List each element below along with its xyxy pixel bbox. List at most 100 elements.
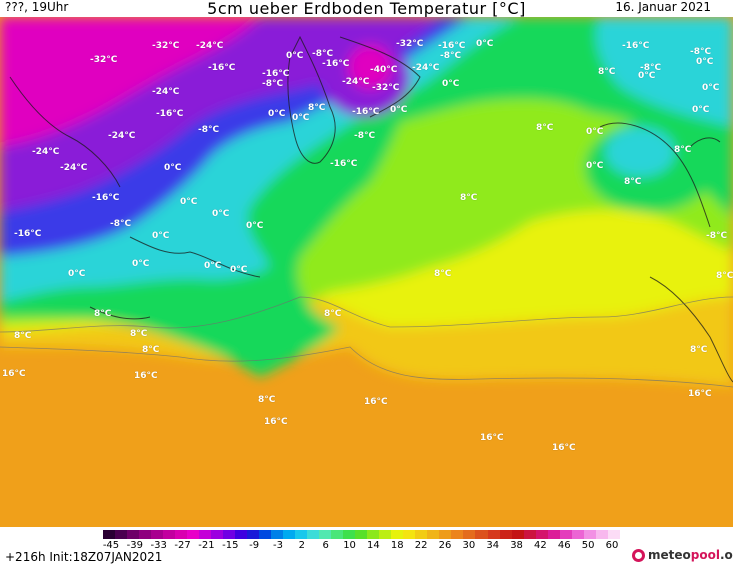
coastlines xyxy=(9,35,733,383)
colorbar-segment xyxy=(271,530,284,539)
run-info: +216h Init:18Z07JAN2021 xyxy=(5,550,163,564)
temperature-label: 0°C xyxy=(696,57,714,67)
temperature-label: 8°C xyxy=(434,269,452,279)
colorbar-ticks: -45 -39 -33 -27 -21 -15 -9 -3 2 6 10 14 18 22 26 30 34 38… xyxy=(103,540,620,552)
colorbar-tick-label: -27 xyxy=(174,540,191,551)
header-date: 16. Januar 2021 xyxy=(615,0,711,14)
colorbar-segment xyxy=(307,530,320,539)
temperature-label: -16°C xyxy=(322,59,350,69)
temperature-label: 8°C xyxy=(674,145,692,155)
isotherms xyxy=(0,296,733,388)
colorbar-segment xyxy=(439,530,452,539)
colorbar-segment xyxy=(391,530,404,539)
temperature-label: 0°C xyxy=(180,197,198,207)
colorbar-segment xyxy=(607,530,620,539)
temperature-label: -32°C xyxy=(396,39,424,49)
temperature-label: -8°C xyxy=(198,125,220,135)
colorbar-segment xyxy=(547,530,560,539)
colorbar-segment xyxy=(115,530,128,539)
temperature-label: -16°C xyxy=(262,69,290,79)
temperature-label: 0°C xyxy=(230,265,248,275)
temperature-label: 0°C xyxy=(390,105,408,115)
temperature-label: 16°C xyxy=(552,443,576,453)
temperature-label: 0°C xyxy=(476,39,494,49)
temperature-label: -8°C xyxy=(440,51,462,61)
temperature-label: 8°C xyxy=(94,309,112,319)
temperature-label: 8°C xyxy=(142,345,160,355)
temperature-label: 8°C xyxy=(690,345,708,355)
colorbar-segment xyxy=(355,530,368,539)
temperature-label: -8°C xyxy=(354,131,376,141)
colorbar-segment xyxy=(235,530,248,539)
meteopool-logo[interactable]: meteopool.org xyxy=(632,547,733,563)
temperature-label: -8°C xyxy=(312,49,334,59)
temperature-label: -8°C xyxy=(706,231,728,241)
colorbar-segment xyxy=(475,530,488,539)
temperature-label: 0°C xyxy=(586,127,604,137)
colorbar-segment xyxy=(367,530,380,539)
colorbar-segment xyxy=(223,530,236,539)
temperature-label: 0°C xyxy=(246,221,264,231)
temperature-label: 0°C xyxy=(204,261,222,271)
colorbar-segment xyxy=(139,530,152,539)
temperature-label: 16°C xyxy=(264,417,288,427)
temperature-label: 8°C xyxy=(624,177,642,187)
colorbar-segment xyxy=(451,530,464,539)
colorbar-tick-label: -9 xyxy=(249,540,260,551)
colorbar-tick-label: 46 xyxy=(557,540,571,551)
colorbar-segment xyxy=(463,530,476,539)
temperature-label: -16°C xyxy=(330,159,358,169)
logo-text: meteopool.org xyxy=(648,548,733,562)
temperature-label: 0°C xyxy=(132,259,150,269)
temperature-label: -24°C xyxy=(196,41,224,51)
temperature-label: -24°C xyxy=(412,63,440,73)
colorbar-tick-label: -3 xyxy=(273,540,283,551)
colorbar-segment xyxy=(583,530,596,539)
temperature-label: 0°C xyxy=(268,109,286,119)
temperature-label: 0°C xyxy=(692,105,710,115)
colorbar-segment xyxy=(259,530,272,539)
colorbar-tick-label: -15 xyxy=(222,540,239,551)
temperature-label: 8°C xyxy=(716,271,733,281)
colorbar-tick-label: 2 xyxy=(298,540,306,551)
temperature-label: -8°C xyxy=(110,219,132,229)
colorbar-segment xyxy=(499,530,512,539)
colorbar-segment xyxy=(571,530,584,539)
temperature-label: -24°C xyxy=(32,147,60,157)
colorbar-tick-label: 26 xyxy=(438,540,452,551)
temperature-label: 0°C xyxy=(442,79,460,89)
temperature-label: -24°C xyxy=(342,77,370,87)
temperature-map: -32°C -24°C -32°C -16°C -16°C -8°C -8°C -16°C -3… xyxy=(0,17,733,527)
colorbar-tick-label: 10 xyxy=(343,540,356,551)
colorbar-segment xyxy=(415,530,428,539)
colorbar xyxy=(103,530,620,539)
temperature-label: -16°C xyxy=(92,193,120,203)
colorbar-segment xyxy=(331,530,344,539)
colorbar-segment xyxy=(211,530,224,539)
temperature-label: 0°C xyxy=(152,231,170,241)
temperature-label: 8°C xyxy=(460,193,478,203)
magenta-core xyxy=(0,17,260,147)
temperature-label: 8°C xyxy=(14,331,32,341)
temperature-label: 0°C xyxy=(212,209,230,219)
temperature-label: -16°C xyxy=(14,229,42,239)
temperature-label: 8°C xyxy=(536,123,554,133)
colorbar-tick-label: -45 xyxy=(102,540,120,551)
header-left: ???, 19Uhr xyxy=(5,0,69,14)
colorbar-tick-label: 60 xyxy=(605,540,619,551)
temperature-label: -16°C xyxy=(208,63,236,73)
colorbar-segment xyxy=(319,530,332,539)
temperature-label: 16°C xyxy=(2,369,26,379)
map-title: 5cm ueber Erdboden Temperatur [°C] xyxy=(207,0,526,18)
temperature-label: -16°C xyxy=(352,107,380,117)
temperature-label: 0°C xyxy=(164,163,182,173)
temperature-label: -32°C xyxy=(90,55,118,65)
colorbar-tick-label: -39 xyxy=(126,540,144,551)
colorbar-tick-label: 30 xyxy=(462,540,476,551)
colorbar-segment xyxy=(379,530,392,539)
colorbar-tick-label: 18 xyxy=(390,540,404,551)
colorbar-tick-label: -33 xyxy=(150,540,167,551)
colorbar-segment xyxy=(295,530,308,539)
temperature-label: -24°C xyxy=(60,163,88,173)
temperature-label: -8°C xyxy=(640,63,662,73)
